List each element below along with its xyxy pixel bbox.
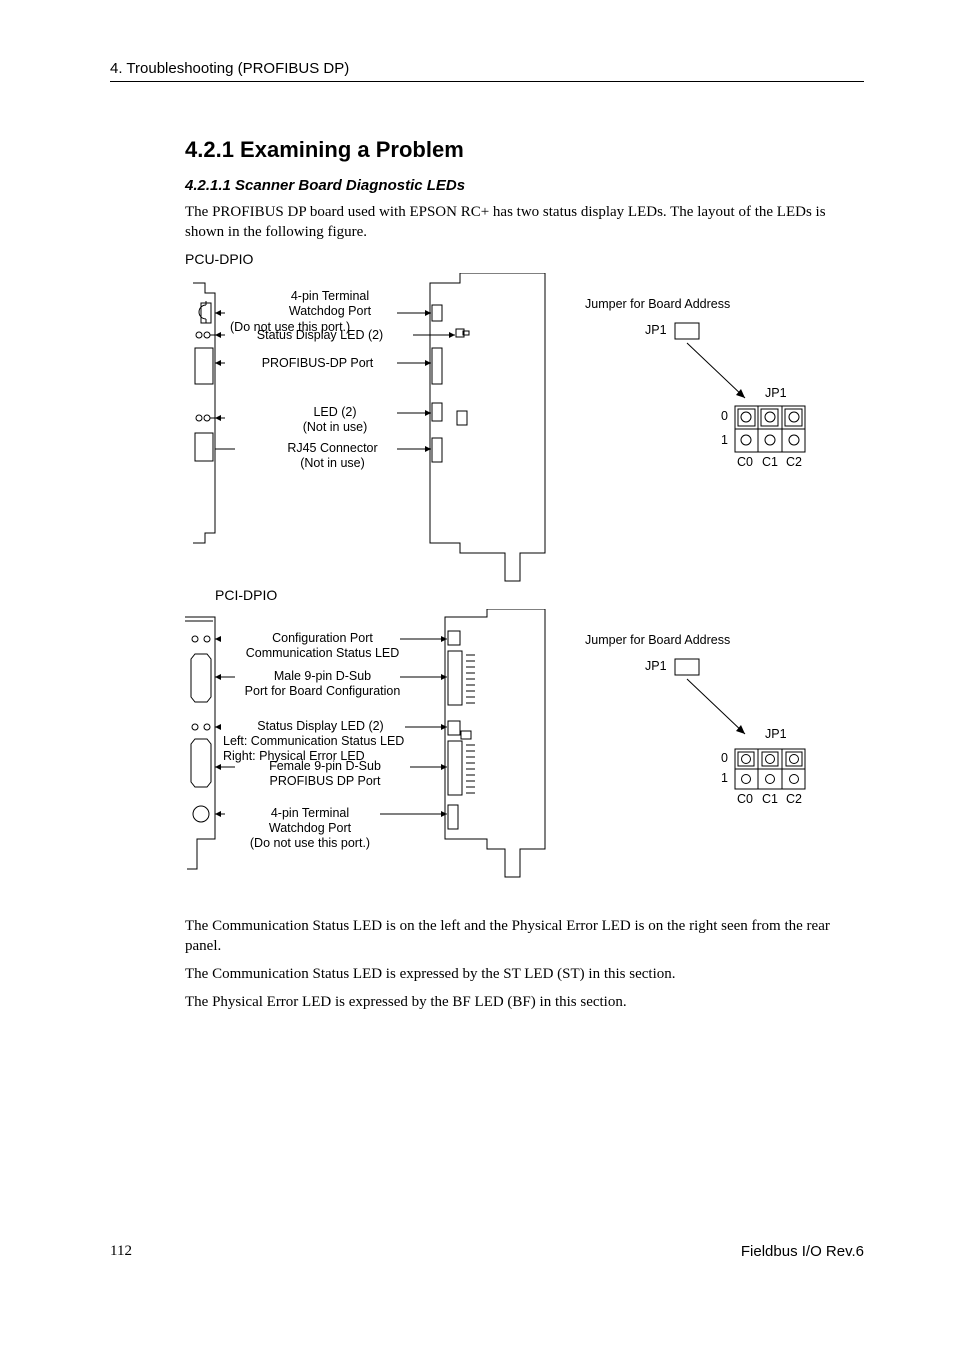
pci-cfg1: Configuration Port — [240, 631, 405, 646]
pci-jp1-col: JP1 — [765, 727, 787, 742]
pcu-diagram: 4-pin Terminal Watchdog Port (Do not use… — [185, 273, 865, 583]
pci-status2: Left: Communication Status LED — [223, 734, 418, 749]
pci-male2: Port for Board Configuration — [240, 684, 405, 699]
pcu-led1: LED (2) — [275, 405, 395, 420]
pcu-c0: C0 — [737, 455, 753, 470]
pcu-rj45-2: (Not in use) — [270, 456, 395, 471]
pci-term-group: 4-pin Terminal Watchdog Port (Do not use… — [230, 806, 390, 851]
pci-jumper-title: Jumper for Board Address — [585, 633, 730, 648]
pcu-jumper-title: Jumper for Board Address — [585, 297, 730, 312]
page-footer: 112 Fieldbus I/O Rev.6 — [110, 1243, 864, 1260]
pci-diagram: Configuration Port Communication Status … — [185, 609, 865, 904]
pci-term2: Watchdog Port — [230, 821, 390, 836]
subsection-heading: 4.2.1.1 Scanner Board Diagnostic LEDs — [185, 177, 864, 194]
pci-male-group: Male 9-pin D-Sub Port for Board Configur… — [240, 669, 405, 699]
page-header: 4. Troubleshooting (PROFIBUS DP) — [110, 60, 864, 82]
pcu-c2: C2 — [786, 455, 802, 470]
pci-term1: 4-pin Terminal — [230, 806, 390, 821]
pcu-terminal-1: 4-pin Terminal — [250, 289, 410, 304]
doc-rev: Fieldbus I/O Rev.6 — [741, 1243, 864, 1260]
pcu-rj45-1: RJ45 Connector — [270, 441, 395, 456]
section-heading: 4.2.1 Examining a Problem — [185, 137, 864, 163]
pci-female-group: Female 9-pin D-Sub PROFIBUS DP Port — [240, 759, 410, 789]
pci-cfg2: Communication Status LED — [240, 646, 405, 661]
pcu-c1: C1 — [762, 455, 778, 470]
pci-c1: C1 — [762, 792, 778, 807]
pci-male1: Male 9-pin D-Sub — [240, 669, 405, 684]
pcu-status-led: Status Display LED (2) — [230, 328, 410, 343]
pci-cfg-group: Configuration Port Communication Status … — [240, 631, 405, 661]
pci-status1: Status Display LED (2) — [223, 719, 418, 734]
pcu-jp1: JP1 — [645, 323, 667, 338]
pci-row1: 1 — [721, 771, 728, 786]
pci-term3: (Do not use this port.) — [230, 836, 390, 851]
pci-status-group: Status Display LED (2) Left: Communicati… — [223, 719, 418, 764]
pcu-terminal-2: Watchdog Port — [250, 304, 410, 319]
pcu-row1: 1 — [721, 433, 728, 448]
pcu-title: PCU-DPIO — [185, 251, 864, 267]
pcu-profibus: PROFIBUS-DP Port — [240, 356, 395, 371]
closing-p1: The Communication Status LED is on the l… — [185, 916, 864, 957]
pcu-led-group: LED (2) (Not in use) — [275, 405, 395, 435]
pcu-led2: (Not in use) — [275, 420, 395, 435]
pci-row0: 0 — [721, 751, 728, 766]
pcu-jp1-col: JP1 — [765, 386, 787, 401]
pci-female1: Female 9-pin D-Sub — [240, 759, 410, 774]
pci-jp1: JP1 — [645, 659, 667, 674]
closing-p2: The Communication Status LED is expresse… — [185, 964, 864, 984]
page-number: 112 — [110, 1243, 132, 1260]
pci-c2: C2 — [786, 792, 802, 807]
pci-female2: PROFIBUS DP Port — [240, 774, 410, 789]
pci-c0: C0 — [737, 792, 753, 807]
closing-p3: The Physical Error LED is expressed by t… — [185, 992, 864, 1012]
pcu-row0: 0 — [721, 409, 728, 424]
pcu-rj45-group: RJ45 Connector (Not in use) — [270, 441, 395, 471]
pcu-terminal-label: 4-pin Terminal Watchdog Port — [250, 289, 410, 319]
pci-title: PCI-DPIO — [215, 587, 864, 603]
intro-text: The PROFIBUS DP board used with EPSON RC… — [185, 202, 864, 243]
